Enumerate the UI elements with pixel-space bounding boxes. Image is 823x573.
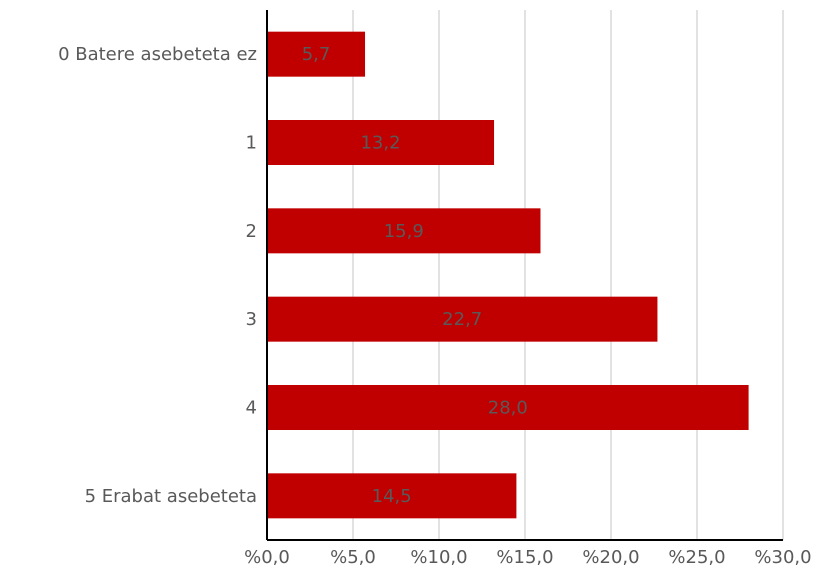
- x-tick-label-4: %20,0: [582, 547, 639, 568]
- x-tick-label-2: %10,0: [410, 547, 467, 568]
- bar-2: [267, 208, 541, 254]
- x-tick-label-5: %25,0: [668, 547, 725, 568]
- data-label-1: 13,2: [360, 133, 400, 154]
- bar-0: [267, 31, 366, 77]
- gridlines: [352, 10, 784, 540]
- x-tick-label-3: %15,0: [496, 547, 553, 568]
- data-label-0: 5,7: [302, 44, 331, 65]
- bar-5: [267, 473, 517, 519]
- data-label-2: 15,9: [384, 221, 424, 242]
- axes: [266, 10, 783, 541]
- category-label-2: 2: [246, 221, 257, 242]
- bars: [267, 31, 749, 519]
- category-label-4: 4: [246, 398, 257, 419]
- data-label-5: 14,5: [372, 486, 412, 507]
- category-label-1: 1: [246, 133, 257, 154]
- labels: 0 Batere asebeteta ez 5,7 1 13,2 2 15,9 3 22,7 4…: [58, 44, 812, 568]
- x-tick-label-6: %30,0: [754, 547, 811, 568]
- data-label-4: 28,0: [488, 398, 528, 419]
- x-tick-label-1: %5,0: [330, 547, 376, 568]
- bar-1: [267, 120, 495, 165]
- bar-4: [267, 385, 749, 430]
- bar-3: [267, 296, 658, 342]
- x-tick-label-0: %0,0: [244, 547, 290, 568]
- category-label-3: 3: [246, 309, 257, 330]
- data-label-3: 22,7: [442, 309, 482, 330]
- category-label-5: 5 Erabat asebeteta: [85, 486, 257, 507]
- category-label-0: 0 Batere asebeteta ez: [58, 44, 257, 65]
